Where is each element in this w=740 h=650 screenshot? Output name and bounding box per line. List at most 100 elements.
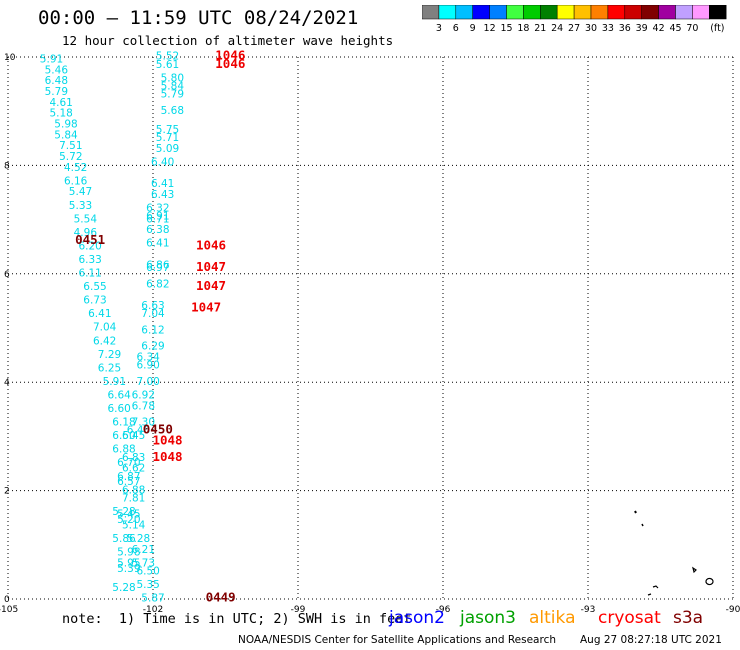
pass-time-label: 1048 <box>152 433 182 448</box>
x-tick-label: -90 <box>726 605 740 615</box>
y-tick-label: 2 <box>4 487 10 497</box>
pass-time-label: 1047 <box>191 300 221 315</box>
pass-time-label: 1048 <box>152 449 182 464</box>
wave-height-label: 5.91 <box>103 376 126 388</box>
wave-height-label: 5.39 <box>117 563 140 575</box>
color-scale-label: 33 <box>602 23 614 34</box>
wave-height-label: 7.04 <box>141 308 165 320</box>
pass-time-label: 0451 <box>75 232 105 247</box>
wave-height-label: 5.75 <box>156 124 179 136</box>
wave-height-label: 5.61 <box>156 59 179 71</box>
color-scale-label: 12 <box>484 23 496 34</box>
wave-height-label: 6.63 <box>141 300 164 312</box>
satellite-label-altika: altika <box>529 608 576 628</box>
wave-height-label: 6.87 <box>117 471 140 483</box>
wave-height-label: 6.20 <box>78 240 101 252</box>
y-tick-label: 4 <box>4 378 10 388</box>
wave-height-label: 5.47 <box>69 186 92 198</box>
wave-height-label: 6.55 <box>83 281 106 293</box>
color-scale-label: 18 <box>517 23 529 34</box>
wave-height-label: 5.45 <box>117 509 140 521</box>
wave-height-label: 5.91 <box>40 53 63 65</box>
wave-height-label: 5.28 <box>127 533 150 545</box>
wave-height-label: 6.50 <box>136 566 159 578</box>
wave-height-label: 5.84 <box>161 81 185 93</box>
color-scale-label: 9 <box>470 23 476 34</box>
satellite-label-jason2: jason2 <box>389 608 445 628</box>
island-outline <box>634 510 637 514</box>
wave-height-label: 6.11 <box>78 268 101 280</box>
wave-height-label: 5.79 <box>161 89 184 101</box>
wave-height-label: 5.28 <box>112 582 135 594</box>
wave-height-label: 7.81 <box>122 492 145 504</box>
page-title: 00:00 – 11:59 UTC 08/24/2021 <box>38 7 359 29</box>
wave-height-label: 6.88 <box>122 484 145 496</box>
color-scale-label: 24 <box>551 23 563 34</box>
y-tick-label: 6 <box>4 270 10 280</box>
wave-height-label: 5.52 <box>156 51 179 63</box>
wave-height-label: 6.18 <box>112 417 135 429</box>
color-scale-label: 45 <box>669 23 681 34</box>
wave-height-label: 4.61 <box>49 97 72 109</box>
wave-height-label: 5.35 <box>136 579 159 591</box>
pass-time-label: 0449 <box>206 590 236 605</box>
wave-height-label: 6.60 <box>107 403 130 415</box>
wave-height-label: 5.20 <box>117 514 140 526</box>
wave-height-label: 6.90 <box>136 360 159 372</box>
wave-height-label: 5.79 <box>45 86 68 98</box>
wave-height-label: 6.73 <box>83 295 106 307</box>
page-subtitle: 12 hour collection of altimeter wave hei… <box>62 33 394 48</box>
pass-time-label: 1046 <box>215 48 245 63</box>
island-outline <box>641 523 644 527</box>
x-tick-label: -102 <box>143 605 163 615</box>
wave-height-label: 6.32 <box>146 202 169 214</box>
wave-height-label: 6.83 <box>122 452 145 464</box>
pass-time-label: 1047 <box>196 259 226 274</box>
wave-height-label: 5.73 <box>132 557 155 569</box>
satellite-label-cryosat: cryosat <box>598 608 661 628</box>
wave-height-label: 6.46 <box>127 425 151 437</box>
wave-height-label: 5.09 <box>156 143 179 155</box>
color-scale-label: 39 <box>636 23 648 34</box>
wave-height-label: 6.34 <box>136 352 160 364</box>
wave-height-label: 5.84 <box>54 129 78 141</box>
wave-height-label: 6.41 <box>146 238 169 250</box>
wave-height-label: 6.41 <box>151 178 174 190</box>
pass-time-label: 1047 <box>196 278 226 293</box>
wave-height-label: 5.33 <box>69 200 92 212</box>
island-outline <box>692 566 697 574</box>
wave-height-label: 5.86 <box>112 533 136 545</box>
wave-height-label: 5.71 <box>156 132 179 144</box>
wave-height-label: 6.48 <box>45 75 68 87</box>
wave-height-label: 7.30 <box>132 417 155 429</box>
wave-height-label: 5.80 <box>161 72 184 84</box>
wave-height-label: 6.21 <box>132 544 155 556</box>
wave-height-label: 5.18 <box>49 108 72 120</box>
wave-height-label: 5.87 <box>141 593 164 605</box>
color-scale-label: 15 <box>500 23 512 34</box>
wave-height-label: 6.42 <box>93 335 116 347</box>
wave-height-label: 5.68 <box>161 105 184 117</box>
color-scale-label: 6 <box>453 23 459 34</box>
wave-height-label: 5.98 <box>117 547 140 559</box>
island-outline <box>705 577 714 586</box>
wave-height-label: 6.70 <box>117 457 140 469</box>
wave-height-label: 6.71 <box>146 213 169 225</box>
y-tick-label: 0 <box>4 595 10 605</box>
wave-height-label: 7.51 <box>59 140 82 152</box>
wave-height-label: 5.46 <box>45 64 69 76</box>
wave-height-label: 6.50 <box>112 430 135 442</box>
timestamp: Aug 27 08:27:18 UTC 2021 <box>580 634 722 646</box>
color-scale-label: 36 <box>619 23 631 34</box>
wave-height-label: 6.25 <box>98 362 121 374</box>
satellite-label-jason3: jason3 <box>460 608 516 628</box>
wave-height-label: 4.52 <box>64 162 87 174</box>
wave-height-label: 6.45 <box>122 430 145 442</box>
wave-height-label: 6.12 <box>141 324 164 336</box>
wave-height-label: 6.92 <box>132 389 155 401</box>
wave-height-label: 6.86 <box>146 259 170 271</box>
color-scale-legend: 3 6 9 12 15 18 21 24 27 30 33 36 39 42 45 70 (ft) <box>422 5 727 34</box>
wave-height-label: 6.33 <box>78 254 101 266</box>
color-scale-label: 21 <box>534 23 546 34</box>
wave-height-label: 6.16 <box>64 175 88 187</box>
